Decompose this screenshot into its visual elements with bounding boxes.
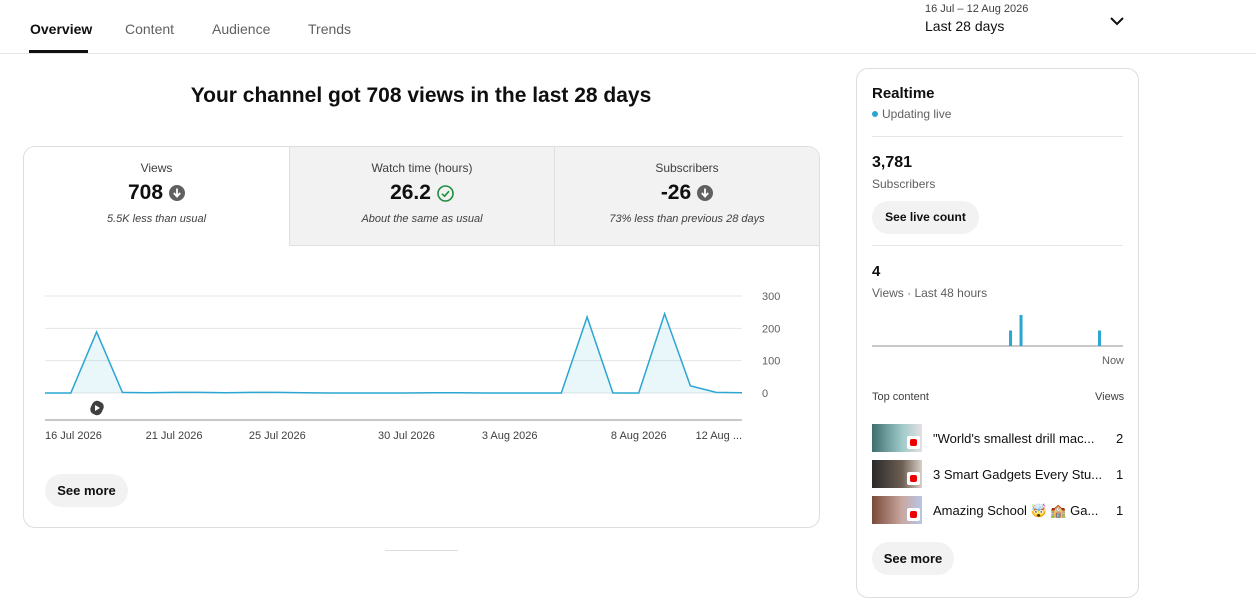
shorts-badge [907, 472, 920, 485]
realtime-title: Realtime [872, 85, 935, 102]
divider [0, 53, 1256, 54]
views-label: Views · Last 48 hours [872, 286, 988, 300]
live-dot [872, 111, 878, 117]
headline: Your channel got 708 views in the last 2… [190, 84, 652, 107]
divider [872, 136, 1123, 137]
metric-tab[interactable]: Watch time (hours) 26.2 About the same a… [289, 147, 554, 246]
content-views: 2 [1116, 431, 1124, 446]
metric-value: -26 [660, 181, 692, 204]
down-icon [169, 185, 186, 201]
tab-indicator [29, 50, 88, 53]
shorts-badge [907, 436, 920, 449]
tab[interactable]: Overview [30, 21, 93, 37]
subscriber-label: Subscribers [872, 177, 936, 191]
see-more-button[interactable]: See more [872, 542, 954, 575]
shorts-badge [907, 508, 920, 521]
content-views: 1 [1116, 503, 1124, 518]
metric-note: 73% less than previous 28 days [609, 213, 765, 225]
page: {"tabs": ["Overview", "Content", "Audien… [0, 3, 1256, 598]
metric-note: About the same as usual [361, 213, 483, 225]
metric-tab[interactable]: Views 708 5.5K less than usual [24, 147, 289, 246]
metric-label: Subscribers [655, 161, 719, 175]
down-icon [697, 185, 714, 201]
views-count: 4 [872, 263, 881, 280]
subscriber-count: 3,781 [872, 154, 913, 171]
metric-label: Views [140, 161, 173, 175]
metric-value: 26.2 [390, 181, 431, 204]
views-header: Views [1095, 391, 1125, 403]
date-range-dates: 16 Jul – 12 Aug 2026 [925, 3, 1029, 15]
now-label: Now [1102, 355, 1125, 367]
metric-label: Watch time (hours) [371, 161, 473, 175]
divider [385, 550, 458, 551]
content-title[interactable]: "World's smallest drill mac... [933, 431, 1095, 446]
content-title[interactable]: 3 Smart Gadgets Every Stu... [933, 467, 1103, 482]
realtime-status: Updating live [882, 107, 952, 121]
tab[interactable]: Trends [308, 21, 352, 37]
metric-note: 5.5K less than usual [106, 213, 207, 225]
metric-tab[interactable]: Subscribers -26 73% less than previous 2… [554, 147, 819, 246]
tab[interactable]: Audience [212, 21, 271, 37]
dropdown-icon[interactable] [1109, 14, 1125, 28]
check-icon [437, 184, 454, 202]
content-title[interactable]: Amazing School 🤯 🏫 Ga... [933, 503, 1099, 518]
see-more-button[interactable]: See more [45, 474, 128, 507]
metric-value: 708 [127, 181, 164, 204]
date-range-label[interactable]: Last 28 days [925, 18, 1005, 34]
analytics-card [23, 146, 820, 528]
tab[interactable]: Content [125, 21, 175, 37]
top-content-header: Top content [872, 391, 929, 403]
divider [872, 245, 1123, 246]
content-views: 1 [1116, 467, 1124, 482]
see-live-count-button[interactable]: See live count [872, 201, 979, 234]
